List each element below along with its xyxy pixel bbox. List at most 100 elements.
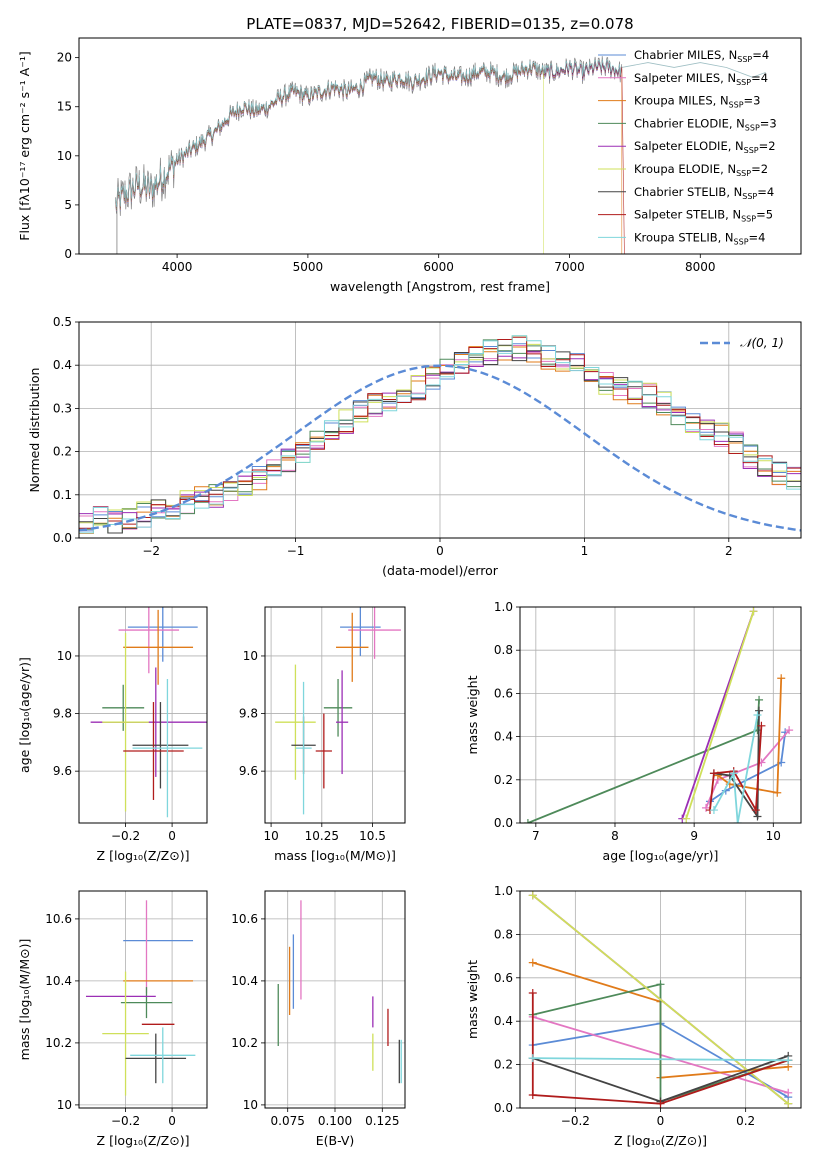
y-tick-label: 10 [243,649,258,663]
x-tick-label: 0 [657,1114,665,1128]
x-tick-label: 6000 [423,260,454,274]
x-tick-label: −1 [287,544,305,558]
legend-label-main: Salpeter ELODIE, N [634,139,744,153]
legend-label: Salpeter ELODIE, NSSP=2 [634,139,776,155]
y-tick-label: 0.4 [53,358,72,372]
weight-marker [523,819,532,823]
weight-marker [757,721,766,730]
legend-label: Chabrier STELIB, NSSP=4 [634,185,774,201]
y-axis-label: mass [log₁₀(M/M⊙)] [17,939,32,1061]
x-tick-label: 10.25 [305,829,339,843]
weight-line-2 [717,678,783,794]
legend-label-end: =3 [760,116,777,130]
y-tick-label: 0.4 [494,730,513,744]
weight-marker [749,607,758,616]
x-tick-label: 8 [611,829,619,843]
axes-frame [264,890,406,1109]
x-tick-label: 0 [168,829,176,843]
figure-title: PLATE=0837, MJD=52642, FIBERID=0135, z=0… [246,15,633,33]
errorbar-point-1 [348,607,401,659]
weight-marker [729,769,738,778]
x-tick-label: 8000 [685,260,716,274]
y-tick-label: 9.6 [239,764,258,778]
errorbar-point-3 [102,684,145,731]
errorbar-point-2 [123,609,194,685]
axes-frame [78,321,802,539]
errorbar-point-6 [125,1033,187,1084]
legend-label-end: =2 [759,139,776,153]
legend-label-end: =4 [751,71,768,85]
histogram-8 [79,335,801,538]
plot-area [265,891,405,1108]
x-tick-label: 9 [690,829,698,843]
x-axis-label: Z [log₁₀(Z/Z⊙)] [97,848,190,863]
errorbar-point-8 [295,681,312,815]
weight-line-8 [532,1057,789,1062]
weight-line-5 [532,894,789,1105]
y-tick-label: 9.8 [239,707,258,721]
legend-label-end: =2 [751,162,768,176]
legend-label-main: Kroupa STELIB, N [634,230,734,244]
legend-label-main: Kroupa ELODIE, N [634,162,736,176]
model-spectrum-4 [115,61,623,210]
errorbar-point-5 [102,971,149,1096]
x-tick-label: 0 [436,544,444,558]
legend-label-sub: SSP [736,169,751,178]
x-tick-label: 10.5 [359,829,386,843]
x-tick-label: 10 [766,829,781,843]
y-tick-label: 20 [57,51,72,65]
legend-label-sub: SSP [729,101,744,110]
y-tick-label: 0.0 [53,531,72,545]
y-tick-label: 10.6 [231,912,258,926]
errorbar-point-8 [130,1027,196,1084]
weight-marker [528,1054,537,1063]
weight-marker [753,711,762,719]
x-tick-label: −0.2 [561,1114,590,1128]
y-tick-label: 1.0 [494,884,513,898]
observed-spectrum [115,56,623,216]
x-axis-label: wavelength [Angstrom, rest frame] [330,279,550,294]
panel-spectrum: 4000 5000 6000 7000 8000 0 5 10 15 20 wavelength [… [17,37,802,294]
y-tick-label: 10.2 [231,1036,258,1050]
y-tick-label: 0.8 [494,643,513,657]
y-tick-label: 9.6 [53,764,72,778]
legend-label: Kroupa MILES, NSSP=3 [634,94,760,110]
weight-marker [656,1099,665,1108]
legend-label: Salpeter MILES, NSSP=4 [634,71,768,87]
legend-label-end: =3 [744,94,761,108]
panel-mass_vs_Z: −0.2 0 10 10.2 10.4 10.6 Z [log₁₀(Z/Z⊙)] mass [… [17,890,208,1148]
weight-line-7 [531,993,789,1105]
axes-frame [78,37,802,255]
panel-age_vs_Z: −0.2 0 9.6 9.8 10 Z [log₁₀(Z/Z⊙)] age [log₁₀(a… [17,606,208,863]
x-axis-label: Z [log₁₀(Z/Z⊙)] [614,1133,707,1148]
model-spectrum-8 [115,59,623,208]
weight-marker [656,980,665,989]
weight-marker [785,726,794,735]
model-spectrum-1 [115,62,623,211]
y-tick-label: 0.4 [494,1014,513,1028]
plot-area [79,607,207,823]
y-axis-label: mass weight [465,675,480,754]
weight-line-3 [527,699,760,823]
weight-marker [528,958,537,967]
legend-label-end: =4 [749,230,766,244]
errorbar-point-5 [102,632,149,812]
legend-label-sub: SSP [741,215,756,224]
panel-age_vs_mass: 10 10.25 10.5 9.6 9.8 10 mass [log₁₀(M/M⊙)] [239,606,406,863]
plot-area [115,56,766,254]
y-tick-label: 10 [57,649,72,663]
plot-area [79,322,801,538]
x-tick-label: 7 [532,829,540,843]
weight-marker [709,769,718,778]
y-axis-label: Normed distribution [27,368,42,493]
x-tick-label: 1 [581,544,589,558]
y-tick-label: 0.0 [494,1101,513,1115]
x-tick-label: 0.100 [318,1114,352,1128]
errorbar-point-7 [315,713,332,789]
axes-frame [78,890,208,1109]
errorbar-point-8 [132,679,203,818]
model-spectrum-6 [115,60,623,209]
axes-frame [78,606,208,824]
legend: 𝒩(0, 1) [700,336,784,350]
